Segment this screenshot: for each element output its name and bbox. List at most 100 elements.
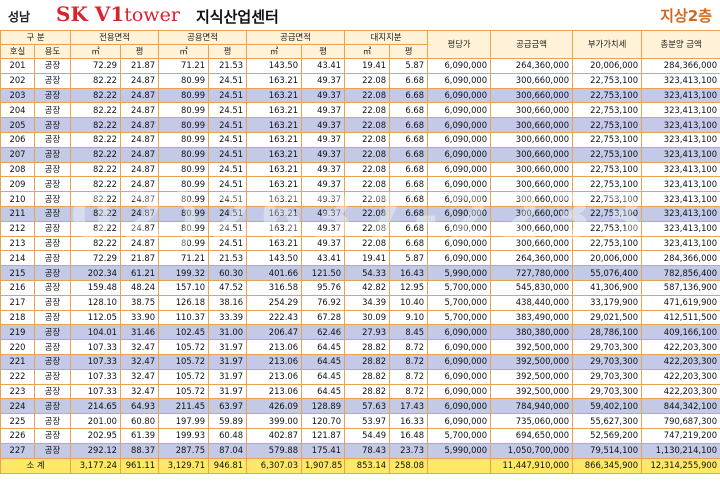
table-row: 214 공장 72.29 21.87 71.21 21.53 143.50 43.41 19.4… bbox=[0, 250, 720, 267]
cell-excl-m2: 292.12 bbox=[70, 442, 122, 459]
cell-price-per-pyeong: 5,700,000 bbox=[427, 309, 492, 326]
cell-excl-m2: 128.10 bbox=[70, 294, 122, 311]
cell-price-per-pyeong: 5,990,000 bbox=[427, 265, 492, 281]
cell-land-m2: 22.08 bbox=[344, 131, 391, 148]
cell-total-price: 422,203,300 bbox=[641, 339, 720, 355]
cell-common-m2: 80.99 bbox=[158, 205, 210, 222]
cell-common-m2: 105.72 bbox=[158, 383, 210, 400]
cell-vat: 22,753,100 bbox=[572, 117, 643, 133]
col-excl-py: 평 bbox=[120, 44, 160, 59]
cell-total-price: 323,413,100 bbox=[641, 102, 720, 119]
cell-excl-py: 24.87 bbox=[120, 131, 160, 148]
cell-excl-py: 32.47 bbox=[120, 339, 160, 355]
col-vat: 부가가치세 bbox=[572, 30, 643, 59]
cell-supply-amount: 264,360,000 bbox=[490, 250, 574, 267]
cell-unit: 203 bbox=[0, 87, 35, 104]
cell-common-m2: 80.99 bbox=[158, 235, 210, 252]
cell-common-m2: 126.18 bbox=[158, 294, 210, 311]
cell-supply-m2: 163.21 bbox=[246, 72, 303, 89]
cell-supply-m2: 163.21 bbox=[246, 146, 303, 163]
cell-vat: 79,514,100 bbox=[572, 442, 643, 459]
cell-supply-py: 121.50 bbox=[301, 265, 346, 281]
cell-common-py: 63.97 bbox=[208, 398, 248, 415]
cell-common-py: 31.97 bbox=[208, 353, 248, 370]
cell-supply-py: 49.37 bbox=[301, 117, 346, 133]
cell-supply-m2: 254.29 bbox=[246, 294, 303, 311]
cell-common-m2: 110.37 bbox=[158, 309, 210, 326]
cell-vat: 22,753,100 bbox=[572, 220, 643, 237]
cell-excl-m2: 82.22 bbox=[70, 191, 122, 207]
cell-supply-amount: 300,660,000 bbox=[490, 87, 574, 104]
cell-use: 공장 bbox=[33, 176, 72, 193]
cell-supply-m2: 426.09 bbox=[246, 398, 303, 415]
cell-supply-amount: 300,660,000 bbox=[490, 117, 574, 133]
cell-use: 공장 bbox=[33, 279, 72, 296]
cell-unit: 202 bbox=[0, 72, 35, 89]
cell-excl-py: 61.21 bbox=[120, 265, 160, 281]
cell-supply-m2: 163.21 bbox=[246, 131, 303, 148]
cell-use: 공장 bbox=[33, 265, 72, 281]
cell-vat: 55,627,300 bbox=[572, 413, 643, 429]
cell-land-m2: 34.39 bbox=[344, 294, 391, 311]
cell-supply-amount: 300,660,000 bbox=[490, 191, 574, 207]
cell-excl-m2: 202.34 bbox=[70, 265, 122, 281]
cell-total-price: 844,342,100 bbox=[641, 398, 720, 415]
cell-land-py: 8.72 bbox=[389, 339, 429, 355]
cell-land-py: 16.48 bbox=[389, 427, 429, 444]
cell-land-py: 6.68 bbox=[389, 161, 429, 178]
cell-total-price: 323,413,100 bbox=[641, 131, 720, 148]
cell-price-per-pyeong: 6,090,000 bbox=[427, 176, 492, 193]
cell-unit: 207 bbox=[0, 146, 35, 163]
table-row: 202 공장 82.22 24.87 80.99 24.51 163.21 49.37 22.0… bbox=[0, 72, 720, 89]
col-supply-amount: 공급금액 bbox=[490, 30, 574, 59]
cell-supply-py: 49.37 bbox=[301, 131, 346, 148]
cell-supply-m2: 206.47 bbox=[246, 324, 303, 341]
cell-price-per-pyeong: 6,090,000 bbox=[427, 131, 492, 148]
cell-supply-py: 121.87 bbox=[301, 427, 346, 444]
cell-excl-py: 24.87 bbox=[120, 191, 160, 207]
subtotal-total: 12,314,255,900 bbox=[641, 457, 720, 474]
cell-common-m2: 80.99 bbox=[158, 87, 210, 104]
cell-excl-py: 21.87 bbox=[120, 250, 160, 267]
cell-common-py: 24.51 bbox=[208, 220, 248, 237]
cell-land-m2: 54.49 bbox=[344, 427, 391, 444]
subtotal-common-m2: 3,129.71 bbox=[158, 457, 210, 474]
cell-supply-amount: 380,380,000 bbox=[490, 324, 574, 341]
cell-use: 공장 bbox=[33, 427, 72, 444]
cell-total-price: 323,413,100 bbox=[641, 176, 720, 193]
cell-supply-m2: 579.88 bbox=[246, 442, 303, 459]
col-price-per-pyeong: 평당가 bbox=[427, 30, 492, 59]
cell-total-price: 782,856,400 bbox=[641, 265, 720, 281]
cell-vat: 29,703,300 bbox=[572, 339, 643, 355]
cell-excl-py: 38.75 bbox=[120, 294, 160, 311]
cell-unit: 224 bbox=[0, 398, 35, 415]
cell-common-m2: 157.10 bbox=[158, 279, 210, 296]
cell-price-per-pyeong: 6,090,000 bbox=[427, 161, 492, 178]
cell-price-per-pyeong: 6,090,000 bbox=[427, 72, 492, 89]
cell-supply-py: 62.46 bbox=[301, 324, 346, 341]
cell-price-per-pyeong: 5,990,000 bbox=[427, 442, 492, 459]
cell-common-m2: 199.32 bbox=[158, 265, 210, 281]
cell-excl-py: 32.47 bbox=[120, 353, 160, 370]
cell-unit: 221 bbox=[0, 353, 35, 370]
cell-total-price: 790,687,300 bbox=[641, 413, 720, 429]
cell-land-py: 6.68 bbox=[389, 220, 429, 237]
cell-common-m2: 80.99 bbox=[158, 131, 210, 148]
header-row-2: 호실 용도 ㎡ 평 ㎡ 평 ㎡ 평 ㎡ 평 bbox=[0, 44, 720, 59]
cell-price-per-pyeong: 6,090,000 bbox=[427, 87, 492, 104]
col-supply-py: 평 bbox=[301, 44, 346, 59]
cell-common-py: 24.51 bbox=[208, 191, 248, 207]
cell-land-m2: 22.08 bbox=[344, 102, 391, 119]
table-row: 216 공장 159.48 48.24 157.10 47.52 316.58 95.76 42… bbox=[0, 279, 720, 296]
cell-excl-m2: 82.22 bbox=[70, 102, 122, 119]
cell-supply-amount: 264,360,000 bbox=[490, 58, 574, 74]
cell-land-py: 6.68 bbox=[389, 117, 429, 133]
cell-land-m2: 78.43 bbox=[344, 442, 391, 459]
cell-price-per-pyeong: 6,090,000 bbox=[427, 191, 492, 207]
cell-land-m2: 54.33 bbox=[344, 265, 391, 281]
cell-supply-m2: 163.21 bbox=[246, 87, 303, 104]
cell-excl-py: 32.47 bbox=[120, 368, 160, 385]
table-row: 205 공장 82.22 24.87 80.99 24.51 163.21 49.37 22.0… bbox=[0, 117, 720, 133]
cell-supply-m2: 163.21 bbox=[246, 117, 303, 133]
cell-unit: 201 bbox=[0, 58, 35, 74]
